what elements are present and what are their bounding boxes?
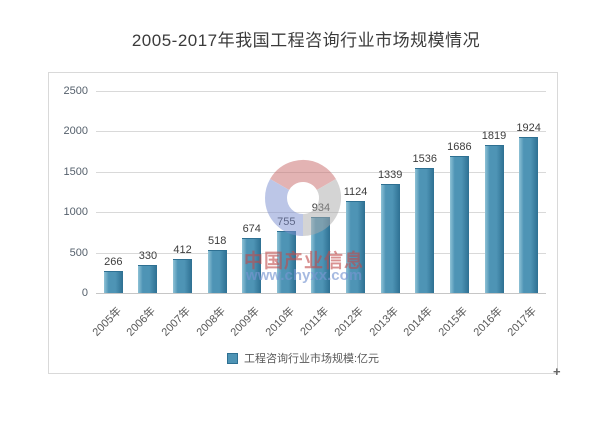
bar-value-label: 518	[207, 235, 227, 248]
bar-value-label: 755	[277, 216, 296, 228]
bar-slot: 934	[304, 91, 339, 293]
x-label-slot: 2011年	[299, 293, 339, 351]
resize-handle[interactable]: +	[553, 364, 561, 379]
chart-title: 2005-2017年我国工程咨询行业市场规模情况	[131, 31, 481, 50]
bar-value-label: 266	[104, 255, 123, 268]
bar	[519, 136, 539, 293]
bar	[242, 237, 262, 293]
bar	[449, 155, 469, 293]
bar-slot: 755	[269, 91, 304, 293]
bar-slot: 330	[131, 91, 166, 293]
x-label-slot: 2014年	[402, 293, 442, 351]
bar-slot: 1124	[338, 91, 373, 293]
bar-slot: 1819	[477, 91, 512, 293]
bar-value-label: 934	[311, 201, 331, 214]
plot-area: 0 500 1000 1500 2000 2500 266 330 412 518 674 755 93…	[64, 85, 546, 299]
y-tick-label: 1500	[63, 165, 88, 178]
y-tick-label: 1000	[63, 206, 88, 219]
bar-value-label: 1819	[481, 130, 507, 143]
bar-slot: 674	[234, 91, 269, 293]
x-axis-labels: 2005年 2006年 2007年 2008年 2009年 2010年 2011年 2012年…	[90, 293, 546, 351]
bar-slot: 412	[165, 91, 200, 293]
x-label-slot: 2007年	[160, 293, 200, 351]
bar-value-label: 1124	[343, 186, 368, 199]
chart-frame: 0 500 1000 1500 2000 2500 266 330 412 518 674 755 93…	[48, 72, 558, 374]
x-label-slot: 2016年	[471, 293, 512, 351]
bar	[138, 265, 158, 293]
bar-value-label: 674	[242, 222, 261, 235]
bar	[380, 183, 400, 293]
bar-slot: 1536	[407, 91, 442, 293]
bar-value-label: 1536	[412, 152, 438, 165]
legend-label: 工程咨询行业市场规模:亿元	[243, 353, 380, 365]
bar	[173, 258, 193, 293]
x-label-slot: 2005年	[90, 293, 131, 351]
bar-value-label: 330	[138, 250, 158, 263]
x-label-slot: 2009年	[229, 293, 269, 351]
bar	[276, 231, 296, 293]
x-label-slot: 2006年	[125, 293, 166, 351]
bar-value-label: 1924	[516, 121, 541, 134]
y-tick-label: 500	[69, 246, 88, 259]
bar-value-label: 412	[173, 243, 192, 256]
bar-value-label: 1339	[377, 168, 403, 181]
x-label-slot: 2010年	[263, 293, 304, 351]
legend-marker-icon	[226, 352, 238, 364]
bar	[207, 250, 227, 293]
x-label-slot: 2012年	[333, 293, 373, 351]
y-tick-label: 2000	[63, 125, 88, 138]
bar-slot: 1686	[442, 91, 477, 293]
bar-slot: 1924	[511, 91, 546, 293]
bar-value-label: 1686	[447, 140, 472, 153]
bar-slot: 1339	[373, 91, 408, 293]
bar	[415, 167, 435, 293]
bar	[346, 201, 366, 293]
y-tick-label: 0	[81, 287, 88, 299]
bar-slot: 518	[200, 91, 235, 293]
x-label-slot: 2015年	[436, 293, 477, 351]
gridline	[96, 131, 546, 133]
x-label-slot: 2017年	[506, 293, 546, 351]
x-label-slot: 2008年	[194, 293, 235, 351]
x-tick-label: 2005年	[90, 305, 124, 339]
legend: 工程咨询行业市场规模:亿元	[49, 350, 557, 366]
bar	[484, 145, 504, 293]
bar-slot: 266	[96, 91, 131, 293]
bar	[103, 270, 123, 293]
x-axis-line	[96, 293, 546, 294]
bars-row: 266 330 412 518 674 755 934 1124 1339 1536 1686 181…	[96, 91, 546, 293]
gridline	[96, 91, 546, 92]
bar	[311, 216, 331, 293]
y-tick-label: 2500	[63, 85, 88, 97]
x-label-slot: 2013年	[367, 293, 408, 351]
